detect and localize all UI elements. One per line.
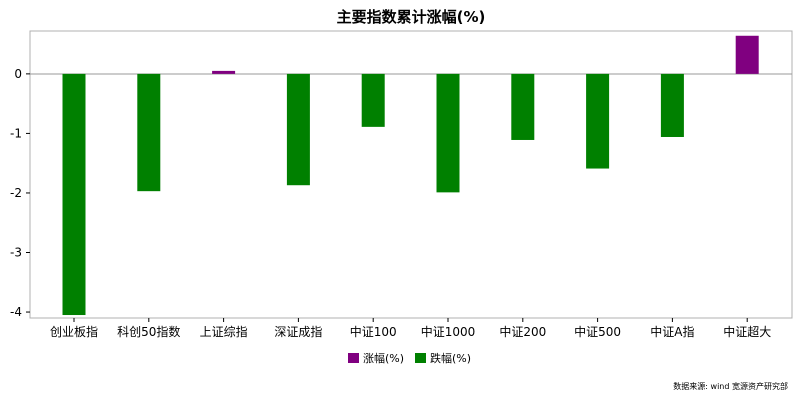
bars-group: [62, 35, 759, 316]
y-tick-label: -4: [10, 305, 22, 319]
bar: [212, 70, 236, 74]
x-tick-label: 中证100: [350, 324, 397, 339]
y-axis: 0 -1 -2 -3 -4: [10, 67, 30, 319]
x-tick-label: 创业板指: [50, 324, 98, 339]
bar: [361, 73, 385, 127]
x-tick-label: 中证超大: [723, 324, 771, 339]
bar: [586, 73, 610, 169]
y-tick-label: -1: [10, 126, 22, 140]
bar: [660, 73, 684, 137]
x-tick-label: 深证成指: [274, 324, 322, 339]
bar: [735, 35, 759, 74]
y-tick-label: -2: [10, 186, 22, 200]
bar: [436, 73, 460, 193]
source-note: 数据来源: wind 宽源资产研究部: [673, 381, 788, 391]
plot-frame: [29, 30, 793, 319]
legend: 涨幅(%) 跌幅(%): [348, 351, 471, 365]
legend-label-down: 跌幅(%): [430, 351, 471, 365]
y-tick-label: 0: [14, 67, 22, 81]
x-tick-label: 科创50指数: [117, 324, 180, 339]
legend-swatch-down: [415, 353, 426, 363]
bar: [137, 73, 161, 192]
x-tick-label: 中证A指: [650, 324, 694, 339]
x-tick-label: 中证1000: [421, 324, 476, 339]
legend-swatch-up: [348, 353, 359, 363]
x-tick-label: 上证综指: [200, 324, 248, 339]
bar: [286, 73, 310, 186]
legend-label-up: 涨幅(%): [363, 352, 404, 365]
x-axis: 创业板指 科创50指数 上证综指 深证成指 中证100 中证1000 中证200 中证500 中…: [50, 318, 771, 339]
x-tick-label: 中证500: [574, 324, 621, 339]
chart-title: 主要指数累计涨幅(%): [337, 8, 486, 26]
bar: [511, 73, 535, 140]
bar: [62, 73, 86, 316]
x-tick-label: 中证200: [499, 324, 546, 339]
y-tick-label: -3: [10, 246, 22, 260]
